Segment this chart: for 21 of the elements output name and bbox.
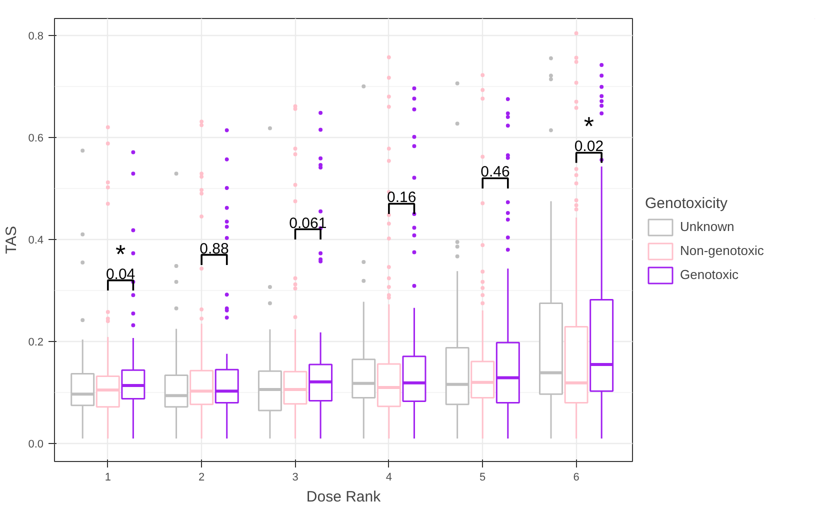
x-tick-label: 4	[386, 472, 392, 484]
legend-label: Unknown	[680, 219, 734, 234]
x-tick-label: 3	[292, 472, 298, 484]
y-axis-title: TAS	[3, 226, 20, 254]
x-axis-title: Dose Rank	[306, 488, 382, 506]
x-tick-label: 6	[573, 472, 580, 484]
legend-label: Non-genotoxic	[680, 243, 764, 258]
y-tick-label: 0.2	[28, 336, 44, 349]
y-tick-label: 0.0	[28, 438, 44, 451]
x-tick-label: 2	[198, 472, 205, 484]
annotation: 0.46	[480, 164, 510, 181]
annotation: 0.88	[200, 240, 229, 258]
legend-title: Genotoxicity	[645, 194, 729, 212]
y-tick-label: 0.6	[28, 132, 44, 144]
x-tick-label: 1	[104, 472, 111, 484]
annotation: 0.16	[386, 189, 416, 206]
x-tick-label: 5	[480, 472, 486, 484]
legend-label: Genotoxic	[680, 267, 739, 282]
y-tick-label: 0.8	[28, 30, 44, 42]
y-tick-label: 0.4	[28, 234, 44, 246]
annotation: 0.061	[289, 214, 327, 232]
